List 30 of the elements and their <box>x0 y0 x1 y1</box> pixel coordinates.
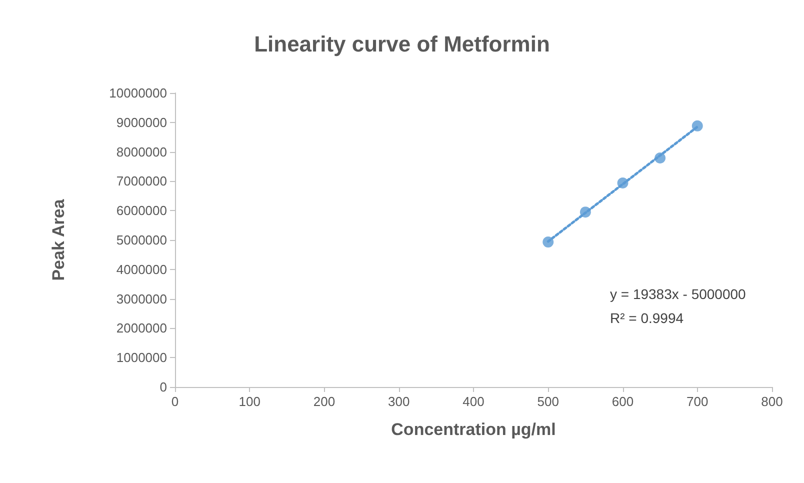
x-tick-label: 100 <box>238 394 260 409</box>
y-tick-label: 1000000 <box>116 350 167 366</box>
annotation: y = 19383x - 5000000 <box>610 286 746 302</box>
y-tick-label: 0 <box>160 380 167 394</box>
x-tick-label: 400 <box>462 394 484 409</box>
annotation: R² = 0.9994 <box>610 310 684 326</box>
x-tick-label: 800 <box>761 394 783 409</box>
chart-title: Linearity curve of Metformin <box>254 32 550 56</box>
y-tick-label: 5000000 <box>116 232 167 248</box>
y-tick-label: 7000000 <box>116 174 167 189</box>
y-tick-label: 9000000 <box>116 114 167 130</box>
y-axis-title: Peak Area <box>49 198 68 281</box>
x-tick-label: 200 <box>313 394 336 409</box>
point <box>542 236 554 248</box>
point <box>580 206 591 218</box>
x-tick-label: 500 <box>537 394 559 409</box>
y-tick-label: 4000000 <box>116 262 167 277</box>
y-tick-label: 8000000 <box>116 144 167 160</box>
y-tick-label: 6000000 <box>116 203 167 218</box>
x-axis-title: Concentration µg/ml <box>391 420 556 439</box>
x-tick-label: 0 <box>171 394 179 409</box>
x-tick-label: 700 <box>686 394 708 409</box>
y-tick-label: 2000000 <box>116 320 167 336</box>
point <box>692 120 703 132</box>
y-tick-label: 3000000 <box>116 291 167 306</box>
x-tick-label: 600 <box>612 394 634 409</box>
point <box>617 177 628 188</box>
y-tick-label: 10000000 <box>109 86 167 100</box>
point <box>654 152 666 164</box>
x-tick-label: 300 <box>388 394 410 409</box>
